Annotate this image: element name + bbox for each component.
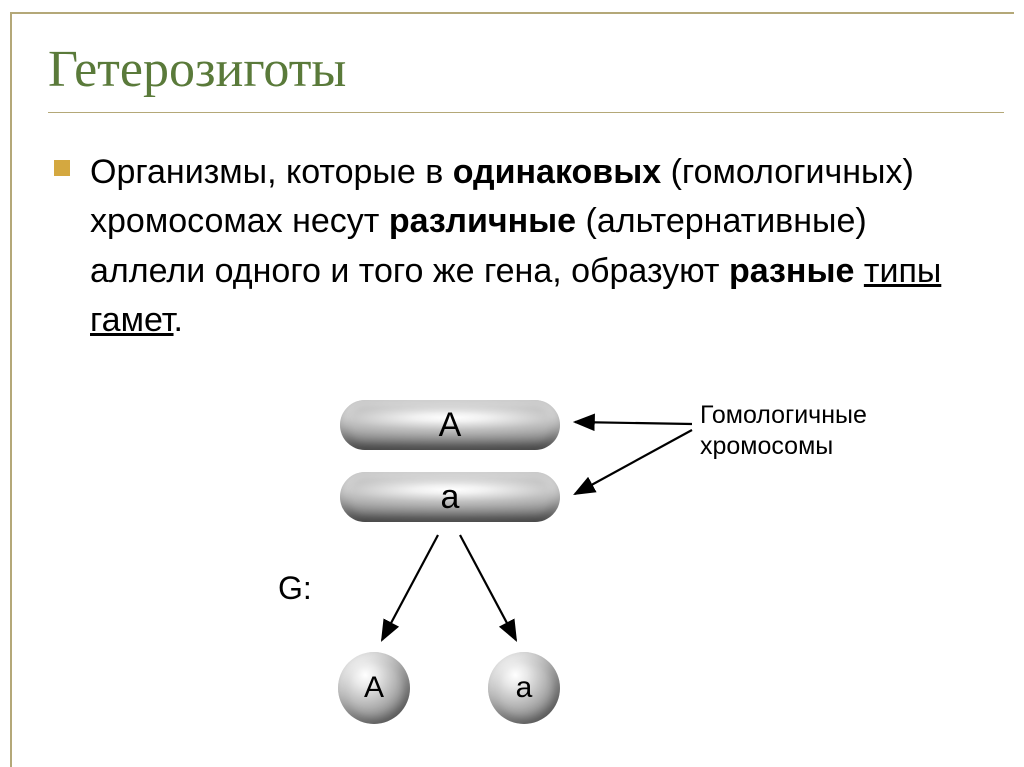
frame-top: [10, 12, 1014, 14]
chromosome-a: a: [340, 472, 560, 522]
gamete-A: A: [338, 652, 410, 724]
homolog-line: хромосомы: [700, 432, 833, 460]
body-text: Организмы, которые в одинаковых (гомолог…: [90, 148, 984, 345]
arrow-homolog-2: [575, 430, 692, 494]
bullet-icon: [54, 160, 70, 176]
chromosome-label: A: [439, 406, 462, 445]
title-underline: [48, 112, 1004, 113]
homolog-label: Гомологичные хромосомы: [700, 400, 867, 463]
gamete-label: a: [516, 671, 533, 705]
g-label: G:: [278, 570, 312, 607]
diagram: A a G: A a Гомологичные хромосомы: [260, 400, 900, 750]
page-title: Гетерозиготы: [48, 40, 346, 99]
chromosome-A: A: [340, 400, 560, 450]
gamete-a: a: [488, 652, 560, 724]
arrow-gamete-1: [382, 535, 438, 640]
arrow-homolog-1: [575, 422, 692, 424]
text-part: [854, 252, 863, 290]
text-part: .: [174, 301, 183, 339]
text-part: Организмы, которые в: [90, 153, 453, 191]
frame-left: [10, 12, 12, 767]
chromosome-label: a: [441, 478, 460, 517]
text-bold: разные: [729, 252, 854, 290]
text-bold: различные: [389, 202, 576, 240]
gamete-label: A: [364, 671, 384, 705]
text-bold: одинаковых: [453, 153, 661, 191]
arrow-gamete-2: [460, 535, 516, 640]
homolog-line: Гомологичные: [700, 401, 867, 429]
